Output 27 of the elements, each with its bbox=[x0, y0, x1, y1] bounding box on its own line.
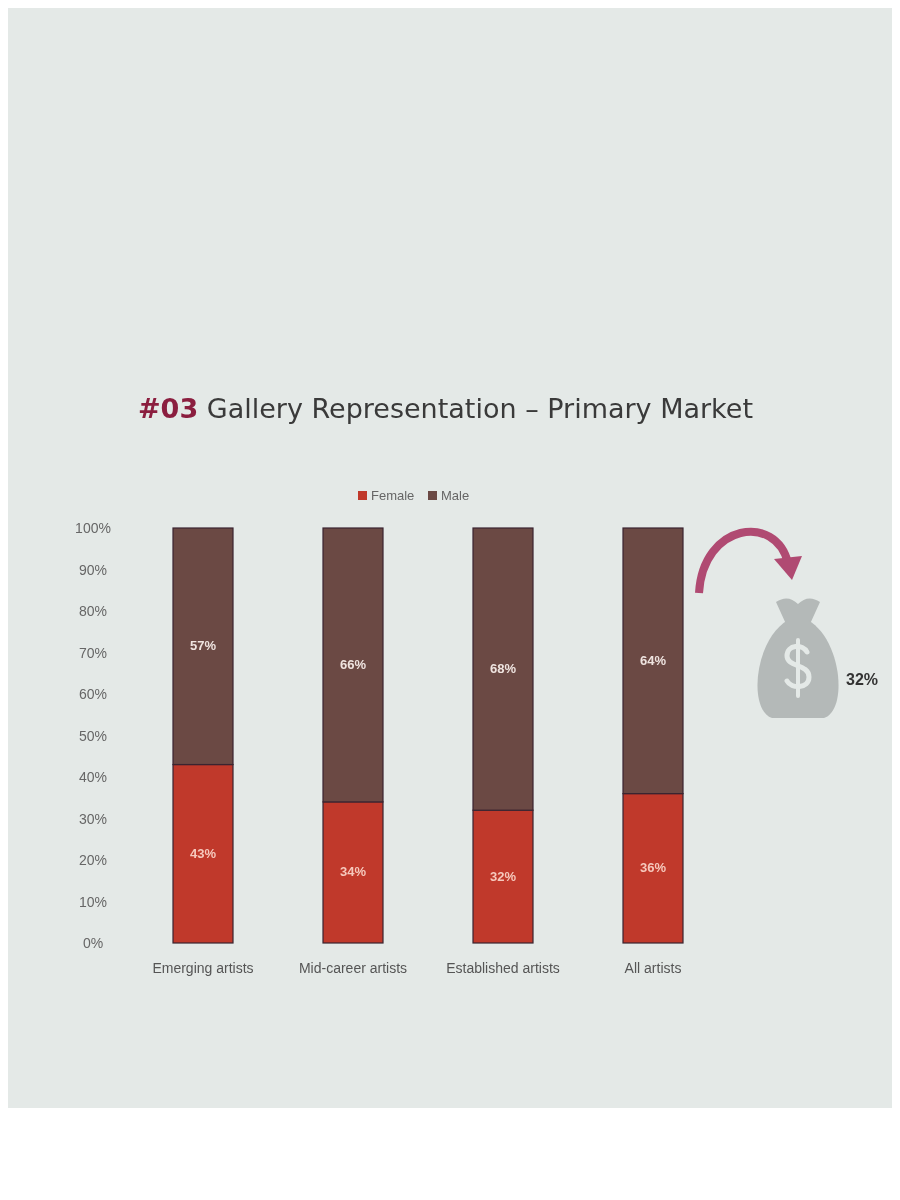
x-tick-label: Emerging artists bbox=[152, 960, 254, 976]
chart-title: #03 Gallery Representation – Primary Market bbox=[138, 393, 753, 424]
data-label: 68% bbox=[489, 661, 517, 677]
legend-label: Female bbox=[371, 488, 415, 503]
text: 32% bbox=[846, 671, 879, 688]
y-tick-label: 0% bbox=[82, 935, 104, 951]
data-label: 66% bbox=[339, 656, 367, 672]
data-label: 64% bbox=[639, 652, 667, 668]
y-tick-label: 20% bbox=[78, 852, 108, 868]
y-tick-label: 30% bbox=[78, 810, 108, 827]
data-label: 34% bbox=[339, 864, 367, 880]
y-tick-label: 90% bbox=[78, 561, 108, 578]
data-label: 43% bbox=[189, 845, 217, 861]
y-tick-label: 10% bbox=[78, 893, 108, 910]
x-tick-label: Mid-career artists bbox=[298, 960, 408, 976]
data-label: 57% bbox=[189, 638, 217, 654]
y-tick-label: 70% bbox=[78, 644, 108, 661]
data-label: 36% bbox=[639, 860, 667, 876]
y-tick-label: 50% bbox=[78, 727, 108, 744]
legend-label: Male bbox=[441, 488, 470, 503]
x-tick-label: All artists bbox=[624, 960, 682, 976]
y-tick-label: 80% bbox=[78, 603, 108, 619]
y-tick-label: 60% bbox=[78, 686, 108, 702]
y-tick-label: 40% bbox=[78, 769, 108, 785]
y-tick-label: 100% bbox=[75, 520, 111, 536]
x-tick-label: Established artists bbox=[446, 960, 560, 976]
data-label: 32% bbox=[489, 868, 517, 884]
